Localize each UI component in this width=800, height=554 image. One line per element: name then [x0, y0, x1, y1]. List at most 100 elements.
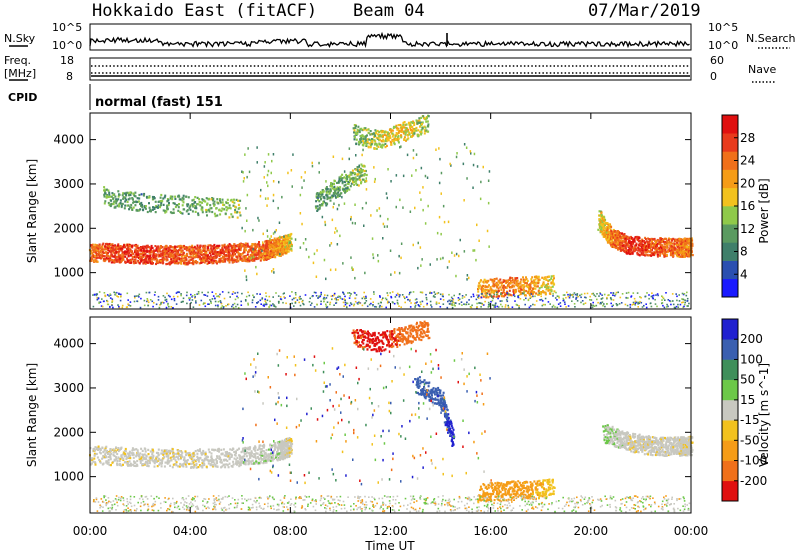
power-cell	[191, 296, 193, 298]
power-cell	[319, 204, 322, 207]
power-cell	[322, 190, 325, 193]
power-cell	[146, 210, 149, 214]
power-cell	[208, 256, 210, 259]
power-cell	[146, 250, 149, 253]
power-cell	[389, 136, 392, 139]
power-cell	[386, 302, 389, 304]
power-cell	[246, 242, 249, 245]
power-cell	[217, 246, 220, 249]
power-cell	[240, 304, 243, 306]
freq-panel-frame	[89, 57, 692, 81]
power-cell	[227, 245, 230, 248]
power-cell	[329, 199, 332, 202]
power-cell	[219, 293, 221, 296]
power-cell	[356, 128, 359, 131]
power-cell	[197, 203, 200, 206]
power-cell	[233, 198, 235, 201]
power-cell	[494, 302, 497, 305]
power-cell	[264, 298, 266, 301]
power-cell	[304, 294, 307, 296]
power-cell	[408, 133, 411, 136]
power-cell	[409, 300, 411, 302]
power-cell	[409, 127, 412, 130]
power-cell	[172, 295, 175, 298]
power-cell	[341, 298, 344, 300]
power-cell	[483, 278, 486, 281]
power-cell	[248, 245, 251, 248]
power-cell	[242, 259, 245, 262]
power-cell	[293, 305, 295, 307]
power-cell	[137, 253, 139, 257]
power-cell	[641, 249, 644, 252]
power-cell	[187, 203, 190, 206]
power-cell	[238, 248, 241, 251]
power-cell	[423, 117, 426, 121]
power-cell	[484, 279, 487, 282]
power-cell	[607, 241, 609, 244]
power-cell	[531, 276, 534, 279]
power-cell	[135, 209, 138, 212]
power-cell	[542, 291, 545, 294]
power-cell	[111, 254, 114, 257]
power-cell	[666, 240, 668, 243]
power-cell	[128, 245, 131, 248]
power-cell	[349, 173, 352, 176]
power-cell	[358, 176, 361, 179]
power-cell	[615, 238, 618, 242]
power-cell	[625, 239, 628, 242]
power-cell	[137, 259, 140, 262]
power-cell	[644, 253, 647, 256]
power-cell	[148, 206, 151, 209]
power-cell	[264, 244, 267, 247]
power-cell	[143, 304, 146, 307]
power-cell	[529, 305, 532, 307]
power-cell	[685, 294, 688, 297]
power-cell	[489, 303, 491, 305]
power-cell	[363, 169, 366, 173]
power-cell	[649, 250, 651, 253]
power-cell	[528, 294, 531, 297]
power-cell	[508, 289, 511, 292]
power-cell	[650, 295, 653, 298]
power-cell	[294, 292, 297, 294]
power-cell	[691, 239, 694, 242]
power-cell	[466, 301, 468, 304]
power-cell	[378, 135, 381, 138]
power-cell	[382, 135, 384, 138]
power-cell	[527, 290, 530, 293]
power-cell	[669, 300, 672, 303]
power-cell	[666, 250, 669, 253]
power-cell	[504, 294, 507, 297]
power-cell	[654, 241, 657, 245]
power-cell	[101, 247, 104, 250]
power-cell	[662, 240, 665, 243]
power-cell	[188, 259, 191, 262]
power-cell	[614, 230, 617, 233]
power-cell	[227, 254, 230, 257]
power-cell	[479, 280, 482, 283]
power-cell	[183, 259, 186, 263]
power-cell	[190, 262, 193, 265]
power-cell	[259, 293, 261, 295]
power-cell	[597, 228, 600, 231]
power-cell	[141, 203, 144, 207]
power-cell	[632, 241, 635, 244]
power-cell	[353, 291, 355, 294]
power-cell	[689, 237, 692, 240]
power-cell	[484, 300, 486, 303]
power-cell	[145, 247, 148, 250]
power-cell	[252, 294, 254, 297]
power-cell	[618, 303, 621, 305]
power-cell	[136, 251, 139, 254]
power-cell	[203, 257, 206, 260]
power-cell	[194, 251, 197, 254]
power-cell	[298, 298, 301, 300]
power-cell	[369, 133, 372, 136]
power-cell	[120, 293, 122, 296]
power-cell	[554, 306, 556, 308]
power-cell	[125, 191, 128, 194]
power-cell	[603, 229, 606, 232]
power-cell	[172, 255, 175, 258]
power-cell	[643, 240, 645, 243]
power-cell	[261, 255, 264, 258]
